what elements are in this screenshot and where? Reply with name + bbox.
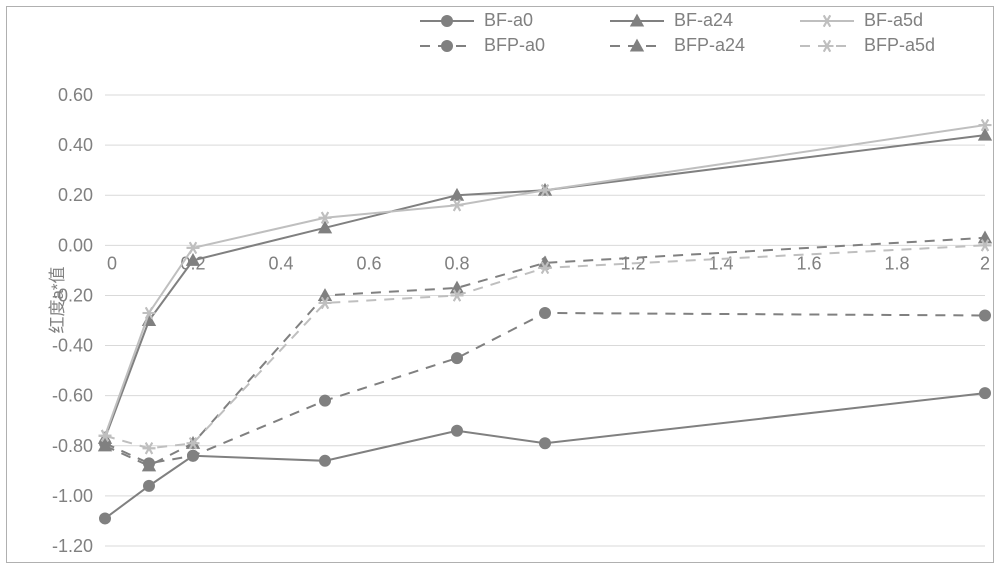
legend-row-1: BF-a0 BF-a24 BF-a5d [420,10,990,31]
legend-label: BF-a5d [864,10,923,31]
legend-swatch-bf-a24 [610,12,664,30]
legend-item-bf-a0: BF-a0 [420,10,590,31]
legend-row-2: BFP-a0 BFP-a24 BFP-a5d [420,35,990,56]
legend-label: BF-a24 [674,10,733,31]
legend-swatch-bfp-a5d [800,37,854,55]
svg-text:-0.80: -0.80 [52,436,93,456]
legend-swatch-bf-a0 [420,12,474,30]
legend-label: BFP-a5d [864,35,935,56]
svg-text:0: 0 [107,253,117,273]
svg-text:1.6: 1.6 [796,253,821,273]
svg-text:0.00: 0.00 [58,235,93,255]
line-chart-svg: -1.20-1.00-0.80-0.60-0.40-0.200.000.200.… [0,0,1000,569]
legend: BF-a0 BF-a24 BF-a5d BFP-a0 BFP-a24 [420,10,990,60]
svg-text:-1.20: -1.20 [52,536,93,556]
svg-text:0.60: 0.60 [58,85,93,105]
legend-swatch-bf-a5d [800,12,854,30]
legend-item-bf-a5d: BF-a5d [800,10,970,31]
svg-text:-0.60: -0.60 [52,386,93,406]
svg-text:0.6: 0.6 [356,253,381,273]
y-axis-label: 红度a*值 [43,266,68,333]
legend-item-bf-a24: BF-a24 [610,10,780,31]
svg-text:0.20: 0.20 [58,185,93,205]
svg-text:0.40: 0.40 [58,135,93,155]
chart-frame: -1.20-1.00-0.80-0.60-0.40-0.200.000.200.… [0,0,1000,569]
legend-item-bfp-a24: BFP-a24 [610,35,780,56]
svg-text:2: 2 [980,253,990,273]
legend-item-bfp-a0: BFP-a0 [420,35,590,56]
svg-text:1.4: 1.4 [708,253,733,273]
legend-label: BF-a0 [484,10,533,31]
legend-label: BFP-a0 [484,35,545,56]
svg-text:1.8: 1.8 [884,253,909,273]
series-BF-a0 [100,388,991,524]
svg-text:-1.00: -1.00 [52,486,93,506]
svg-text:0.8: 0.8 [444,253,469,273]
legend-swatch-bfp-a0 [420,37,474,55]
svg-text:-0.40: -0.40 [52,336,93,356]
legend-swatch-bfp-a24 [610,37,664,55]
legend-label: BFP-a24 [674,35,745,56]
series-BF-a5d [99,119,992,441]
legend-item-bfp-a5d: BFP-a5d [800,35,970,56]
svg-text:0.4: 0.4 [268,253,293,273]
